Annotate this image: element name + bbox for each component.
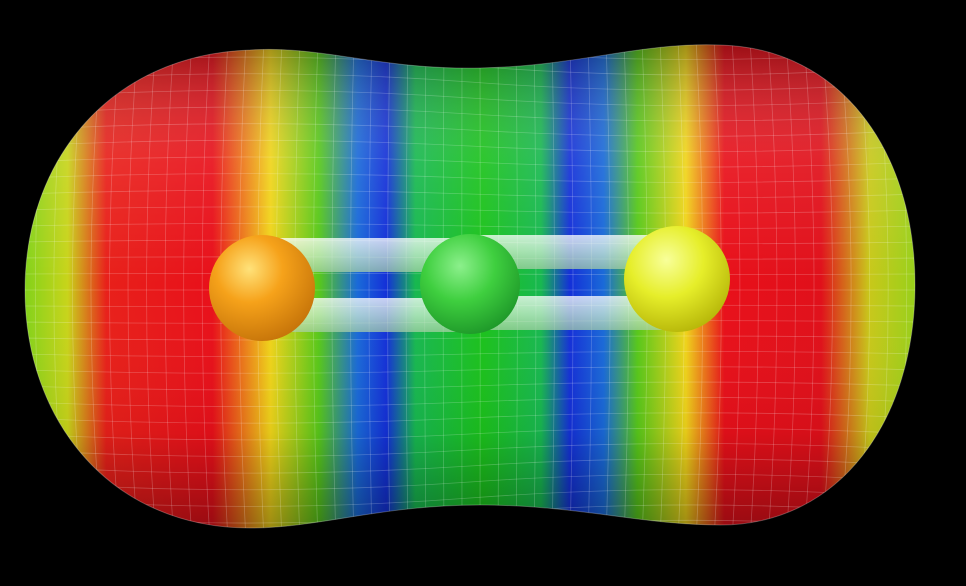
molecule-model	[209, 226, 730, 341]
terminal-atom-left	[209, 235, 315, 341]
terminal-atom-right	[624, 226, 730, 332]
double-bond-left	[262, 238, 472, 332]
double-bond-right	[470, 235, 675, 330]
central-atom	[420, 234, 520, 334]
